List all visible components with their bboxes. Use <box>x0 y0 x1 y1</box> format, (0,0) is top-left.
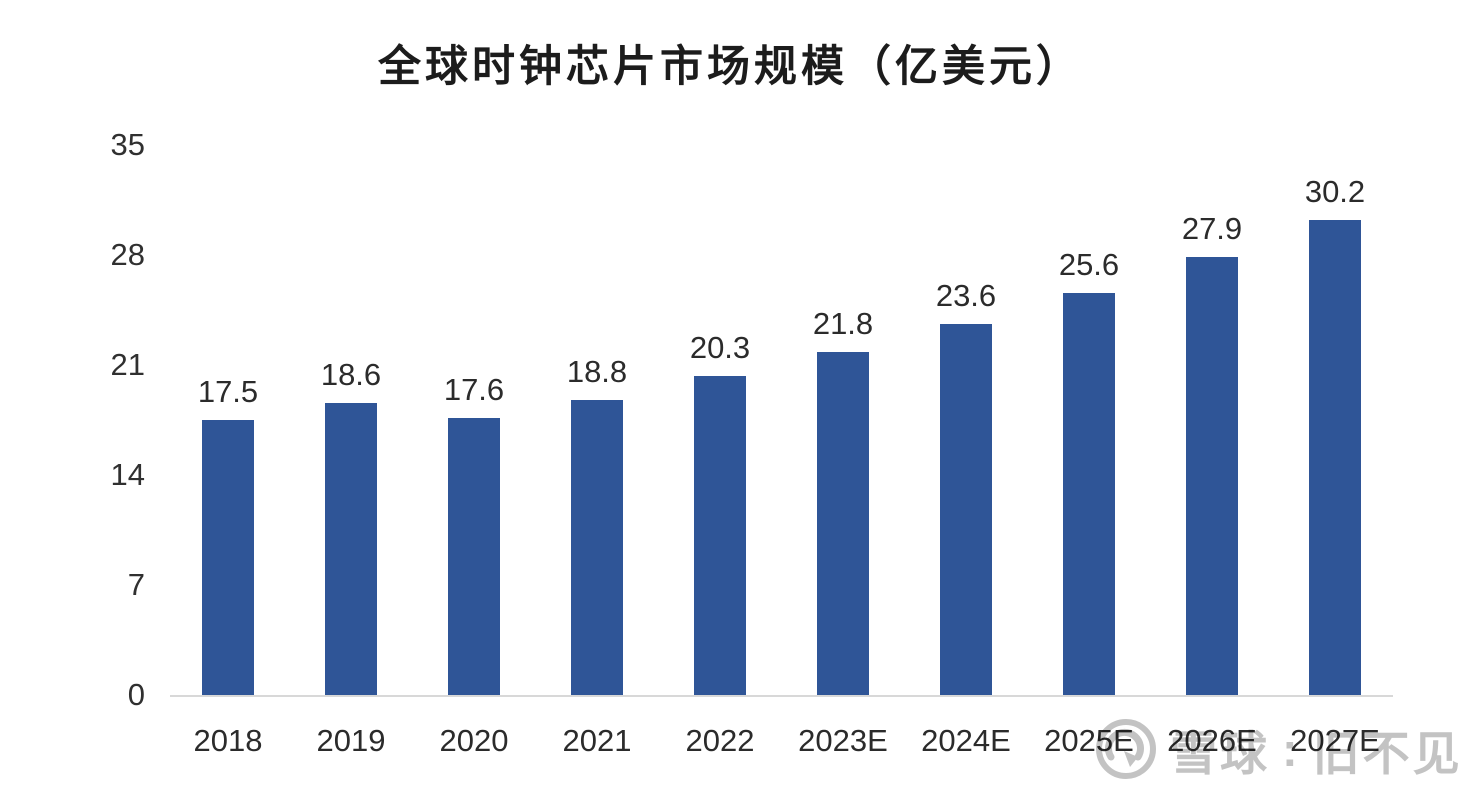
bar-value-label: 30.2 <box>1304 174 1366 210</box>
bar-value-label: 20.3 <box>689 330 751 365</box>
y-axis-tick-label: 28 <box>110 237 145 272</box>
x-axis-tick-label: 2020 <box>439 723 509 758</box>
xueqiu-snowball-icon <box>1096 719 1156 779</box>
bar <box>817 352 869 695</box>
bar-value-label: 18.8 <box>566 353 628 389</box>
x-axis-tick-label: 2019 <box>316 723 386 758</box>
x-axis-line <box>170 695 1393 697</box>
y-axis-tick-label: 21 <box>110 347 145 382</box>
x-axis-tick-label: 2018 <box>193 723 263 758</box>
bar-value-label: 27.9 <box>1181 210 1243 246</box>
y-axis-tick-label: 14 <box>110 457 145 492</box>
bar <box>448 418 500 695</box>
xueqiu-watermark: 雪球: 旧不见 <box>1094 716 1461 782</box>
x-axis-tick-label: 2021 <box>562 723 632 758</box>
bar <box>571 399 623 695</box>
bar <box>202 420 254 695</box>
bar <box>940 324 992 695</box>
chart-title: 全球时钟芯片市场规模（亿美元） <box>378 42 1083 92</box>
watermark-separator: : <box>1282 722 1301 776</box>
bar-value-label: 17.6 <box>443 372 505 408</box>
bar <box>1063 292 1115 695</box>
bar <box>1309 220 1361 695</box>
y-axis-tick-label: 0 <box>127 677 145 712</box>
watermark-username: 旧不见 <box>1312 726 1461 780</box>
bar-value-label: 21.8 <box>812 306 874 342</box>
bar-value-label: 17.5 <box>197 374 259 409</box>
x-axis-tick-label: 2027E <box>1290 723 1380 758</box>
y-axis-tick-label: 35 <box>110 127 145 162</box>
bar <box>1186 256 1238 695</box>
x-axis-tick-label: 2026E <box>1167 723 1257 758</box>
x-axis-tick-label: 2023E <box>798 723 888 758</box>
y-axis-tick-label: 7 <box>127 567 145 602</box>
bar-value-label: 25.6 <box>1058 246 1120 282</box>
bar <box>325 402 377 695</box>
x-axis-tick-label: 2022 <box>685 723 755 758</box>
x-axis-tick-label: 2024E <box>921 723 1011 758</box>
bar <box>694 376 746 695</box>
watermark-site-name: 雪球 <box>1170 726 1270 780</box>
bar-value-label: 23.6 <box>935 278 997 314</box>
bar-value-label: 18.6 <box>320 356 382 392</box>
x-axis-tick-label: 2025E <box>1044 723 1134 758</box>
